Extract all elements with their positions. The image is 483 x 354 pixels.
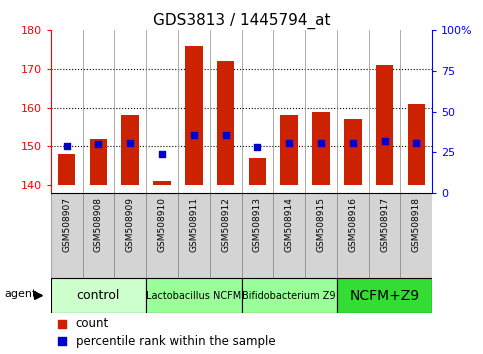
Bar <box>249 158 266 185</box>
Text: agent: agent <box>4 289 36 299</box>
Point <box>381 138 388 143</box>
Point <box>317 140 325 145</box>
Text: GSM508911: GSM508911 <box>189 197 199 252</box>
Point <box>127 140 134 145</box>
Point <box>63 144 71 149</box>
Bar <box>242 278 337 313</box>
Text: GSM508917: GSM508917 <box>380 197 389 252</box>
Point <box>58 321 66 326</box>
Text: GSM508914: GSM508914 <box>284 197 294 252</box>
Text: Bifidobacterium Z9: Bifidobacterium Z9 <box>242 291 336 301</box>
Text: GSM508912: GSM508912 <box>221 197 230 252</box>
Text: GSM508913: GSM508913 <box>253 197 262 252</box>
Text: control: control <box>77 289 120 302</box>
Bar <box>153 181 171 185</box>
Text: percentile rank within the sample: percentile rank within the sample <box>75 335 275 348</box>
Point <box>349 140 356 145</box>
Bar <box>337 193 369 278</box>
Bar <box>185 46 202 185</box>
Bar <box>83 193 114 278</box>
Text: NCFM+Z9: NCFM+Z9 <box>350 289 420 303</box>
Text: GSM508909: GSM508909 <box>126 197 135 252</box>
Point <box>95 142 102 147</box>
Bar <box>369 193 400 278</box>
Bar <box>146 193 178 278</box>
Text: GSM508916: GSM508916 <box>348 197 357 252</box>
Point <box>158 151 166 157</box>
Bar <box>408 104 425 185</box>
Text: GSM508907: GSM508907 <box>62 197 71 252</box>
Title: GDS3813 / 1445794_at: GDS3813 / 1445794_at <box>153 12 330 29</box>
Bar <box>210 193 242 278</box>
Point <box>412 140 420 145</box>
Bar <box>273 193 305 278</box>
Bar <box>146 278 242 313</box>
Bar <box>281 115 298 185</box>
Bar <box>178 193 210 278</box>
Text: GSM508908: GSM508908 <box>94 197 103 252</box>
Point <box>285 140 293 145</box>
Text: GSM508910: GSM508910 <box>157 197 167 252</box>
Bar <box>51 193 83 278</box>
Bar <box>217 61 234 185</box>
Text: GSM508915: GSM508915 <box>316 197 326 252</box>
Point <box>58 338 66 344</box>
Bar <box>90 139 107 185</box>
Bar <box>400 193 432 278</box>
Bar <box>376 65 393 185</box>
Text: count: count <box>75 317 109 330</box>
Bar <box>312 112 330 185</box>
Point <box>222 132 229 138</box>
Point <box>190 132 198 138</box>
Point <box>254 144 261 150</box>
Bar <box>305 193 337 278</box>
Bar <box>51 278 146 313</box>
Text: Lactobacillus NCFM: Lactobacillus NCFM <box>146 291 242 301</box>
Bar <box>114 193 146 278</box>
Bar <box>337 278 432 313</box>
Bar <box>344 119 362 185</box>
Bar <box>58 154 75 185</box>
Bar <box>242 193 273 278</box>
Bar <box>121 115 139 185</box>
Text: GSM508918: GSM508918 <box>412 197 421 252</box>
